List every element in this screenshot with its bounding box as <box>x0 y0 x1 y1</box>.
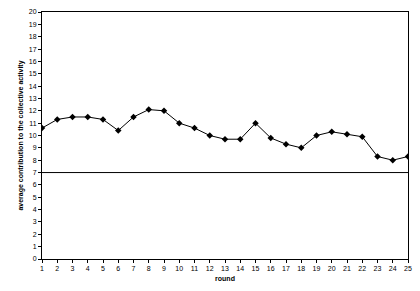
svg-text:14: 14 <box>236 265 244 272</box>
svg-text:3: 3 <box>71 265 75 272</box>
svg-text:3: 3 <box>33 218 37 225</box>
svg-text:19: 19 <box>29 21 37 28</box>
svg-text:17: 17 <box>282 265 290 272</box>
svg-text:1: 1 <box>33 243 37 250</box>
svg-text:18: 18 <box>297 265 305 272</box>
svg-text:5: 5 <box>101 265 105 272</box>
svg-text:17: 17 <box>29 46 37 53</box>
svg-text:2: 2 <box>55 265 59 272</box>
svg-text:8: 8 <box>33 157 37 164</box>
svg-text:1: 1 <box>40 265 44 272</box>
svg-text:12: 12 <box>29 107 37 114</box>
svg-text:15: 15 <box>252 265 260 272</box>
svg-text:5: 5 <box>33 194 37 201</box>
svg-text:8: 8 <box>147 265 151 272</box>
svg-text:16: 16 <box>29 58 37 65</box>
svg-text:13: 13 <box>29 95 37 102</box>
svg-text:6: 6 <box>116 265 120 272</box>
svg-text:10: 10 <box>29 132 37 139</box>
svg-text:7: 7 <box>33 169 37 176</box>
svg-text:21: 21 <box>343 265 351 272</box>
svg-text:round: round <box>215 275 235 282</box>
svg-text:4: 4 <box>33 206 37 213</box>
svg-text:20: 20 <box>328 265 336 272</box>
svg-text:11: 11 <box>29 120 36 127</box>
svg-text:24: 24 <box>389 265 397 272</box>
svg-text:9: 9 <box>33 144 37 151</box>
svg-text:7: 7 <box>132 265 136 272</box>
svg-text:14: 14 <box>29 83 37 90</box>
svg-text:9: 9 <box>162 265 166 272</box>
svg-text:10: 10 <box>175 265 183 272</box>
svg-text:6: 6 <box>33 181 37 188</box>
svg-text:average contribution to the co: average contribution to the collective a… <box>17 60 25 210</box>
svg-text:23: 23 <box>374 265 382 272</box>
svg-text:0: 0 <box>33 255 37 262</box>
svg-text:19: 19 <box>313 265 321 272</box>
svg-text:16: 16 <box>267 265 275 272</box>
svg-text:13: 13 <box>221 265 229 272</box>
svg-text:25: 25 <box>404 265 412 272</box>
svg-text:2: 2 <box>33 231 37 238</box>
svg-text:15: 15 <box>29 70 37 77</box>
svg-text:12: 12 <box>206 265 214 272</box>
svg-text:22: 22 <box>358 265 366 272</box>
svg-text:18: 18 <box>29 33 37 40</box>
svg-text:11: 11 <box>191 265 198 272</box>
svg-text:4: 4 <box>86 265 90 272</box>
svg-text:20: 20 <box>29 8 37 15</box>
